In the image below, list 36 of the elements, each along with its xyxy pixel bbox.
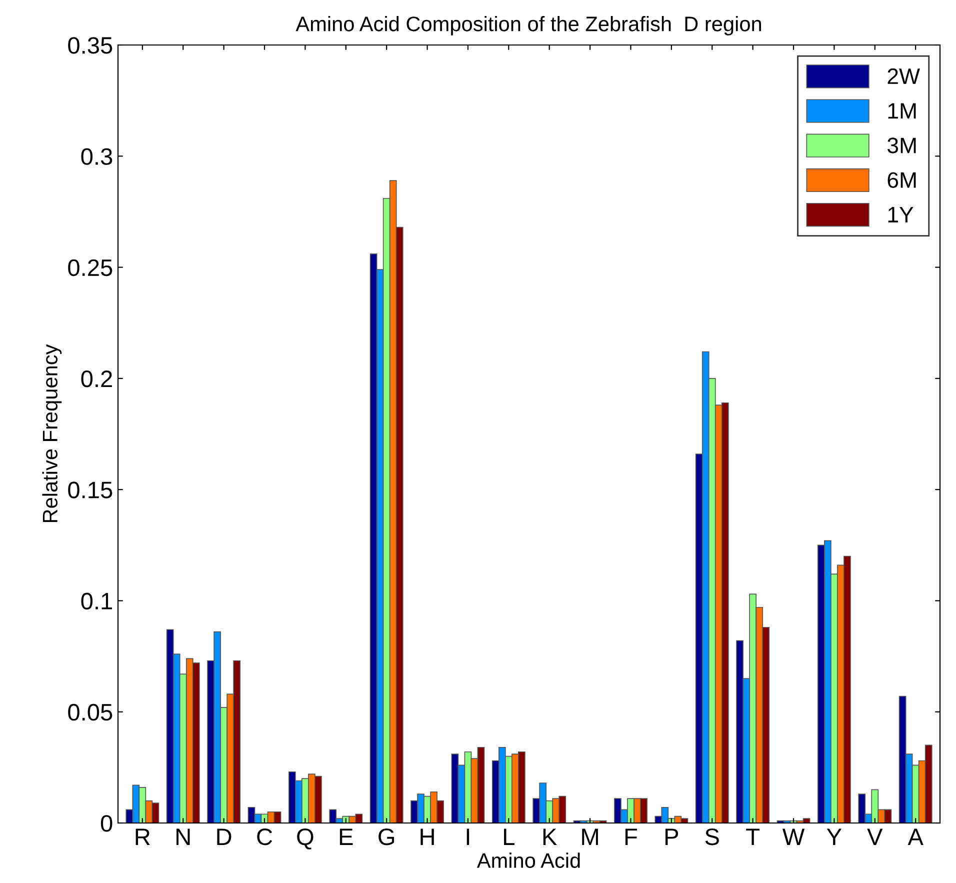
y-tick-label: 0.2 — [81, 370, 112, 388]
x-tick-label: N — [176, 828, 190, 845]
x-tick-label: W — [782, 828, 805, 845]
x-tick-label: P — [665, 828, 678, 845]
y-tick-label: 0.1 — [81, 592, 112, 610]
x-tick-label: Y — [826, 828, 842, 845]
x-axis-title: Amino Acid — [476, 852, 580, 868]
legend-label: 6M — [888, 172, 916, 188]
x-tick-label: T — [746, 828, 760, 845]
x-tick-label: F — [625, 828, 637, 845]
y-tick-label: 0.15 — [68, 482, 112, 498]
legend-label: 1Y — [888, 207, 914, 222]
chart-title: Amino Acid Composition of the Zebrafish D region — [296, 16, 761, 36]
x-tick-label: A — [908, 828, 924, 845]
x-tick-label: H — [420, 828, 434, 845]
x-tick-label: Q — [297, 828, 314, 850]
x-tick-label: M — [582, 828, 598, 845]
legend-label: 3M — [888, 138, 916, 154]
y-tick-label: 0.35 — [68, 37, 112, 54]
y-axis-title: Relative Frequency — [42, 344, 62, 522]
x-tick-label: K — [543, 828, 557, 845]
x-tick-label: C — [257, 828, 272, 846]
x-tick-label: V — [867, 828, 883, 845]
legend-label: 1M — [888, 103, 916, 118]
y-tick-label: 0.3 — [81, 148, 112, 165]
y-tick-label: 0.05 — [68, 704, 112, 721]
x-tick-label: D — [217, 828, 232, 845]
y-tick-label: 0 — [100, 815, 112, 832]
x-tick-label: E — [340, 828, 353, 845]
x-tick-label: S — [705, 828, 719, 846]
x-tick-label: G — [378, 828, 394, 846]
legend-label: 2W — [888, 68, 920, 84]
y-tick-label: 0.25 — [68, 259, 112, 276]
x-tick-label: I — [466, 828, 470, 845]
x-tick-label: L — [504, 828, 514, 845]
x-tick-label: R — [136, 828, 150, 845]
